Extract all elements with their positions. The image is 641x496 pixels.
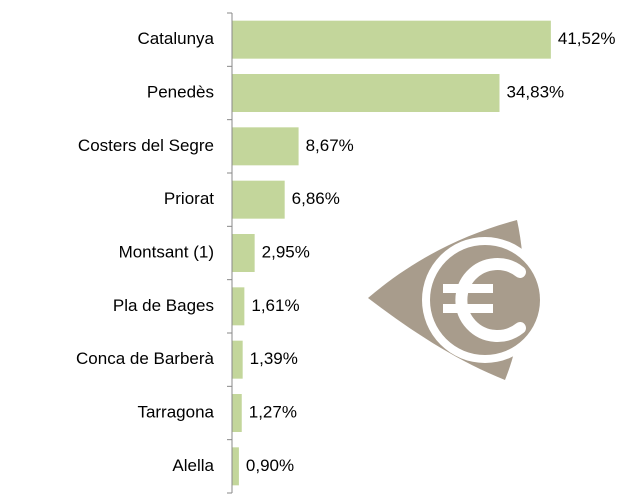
y-tick-label: Pla de Bages xyxy=(113,296,214,315)
logo xyxy=(368,220,548,380)
data-label: 1,27% xyxy=(249,402,297,421)
data-label: 6,86% xyxy=(292,189,340,208)
plot: Catalunya 41,52% Penedès 34,83% Costers del … xyxy=(76,12,616,494)
data-label: 2,95% xyxy=(262,242,310,261)
y-tick-label: Montsant (1) xyxy=(119,242,214,261)
data-label: 0,90% xyxy=(246,456,294,475)
data-label: 8,67% xyxy=(306,136,354,155)
bar xyxy=(232,180,285,219)
data-label: 1,39% xyxy=(250,349,298,368)
bar xyxy=(232,287,245,326)
bar xyxy=(232,74,500,112)
bar xyxy=(232,127,299,166)
bar xyxy=(232,394,242,432)
data-label: 34,83% xyxy=(506,82,564,101)
bar xyxy=(232,234,255,272)
data-label: 41,52% xyxy=(558,29,616,48)
y-tick-label: Catalunya xyxy=(137,29,214,48)
bar xyxy=(232,447,239,486)
y-tick-label: Priorat xyxy=(164,189,214,208)
y-tick-label: Penedès xyxy=(147,82,214,101)
bar xyxy=(232,20,551,59)
y-tick-label: Tarragona xyxy=(137,402,214,421)
y-tick-label: Alella xyxy=(172,456,214,475)
y-tick-label: Conca de Barberà xyxy=(76,349,215,368)
data-label: 1,61% xyxy=(251,296,299,315)
y-tick-label: Costers del Segre xyxy=(78,136,214,155)
bar xyxy=(232,340,243,379)
